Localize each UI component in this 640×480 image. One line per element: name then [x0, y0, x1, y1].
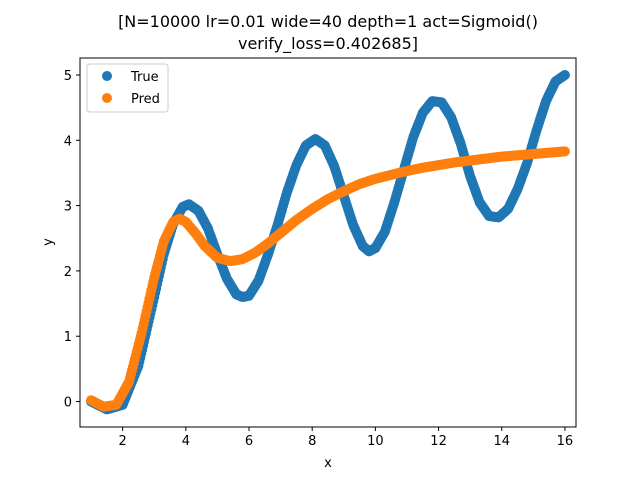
- y-tick-label: 2: [64, 265, 72, 280]
- chart-title: [N=10000 lr=0.01 wide=40 depth=1 act=Sig…: [118, 12, 538, 31]
- x-tick-label: 2: [119, 434, 127, 449]
- pred-point: [559, 146, 570, 157]
- x-tick-label: 6: [245, 434, 253, 449]
- legend-label-pred: Pred: [131, 92, 160, 107]
- y-tick-label: 5: [64, 69, 72, 84]
- y-tick-label: 0: [64, 396, 72, 411]
- y-tick-label: 1: [64, 330, 72, 345]
- x-tick-label: 10: [367, 434, 384, 449]
- y-tick-label: 4: [64, 134, 72, 149]
- y-tick-label: 3: [64, 200, 72, 215]
- x-tick-label: 12: [430, 434, 447, 449]
- chart-subtitle: verify_loss=0.402685]: [238, 34, 418, 54]
- x-tick-label: 8: [308, 434, 316, 449]
- true-series: [86, 69, 570, 415]
- legend: True Pred: [86, 63, 169, 113]
- x-axis-label: x: [324, 456, 332, 471]
- legend-label-true: True: [130, 70, 159, 85]
- y-axis: 0 1 2 3 4 5: [64, 69, 80, 411]
- pred-series: [86, 146, 570, 412]
- x-tick-label: 14: [493, 434, 510, 449]
- y-axis-label: y: [41, 238, 56, 246]
- true-point: [559, 69, 570, 80]
- axes-frame: [79, 57, 577, 428]
- x-tick-label: 16: [557, 434, 574, 449]
- plot-area: [86, 69, 570, 415]
- x-tick-label: 4: [182, 434, 190, 449]
- legend-marker-pred: [102, 93, 112, 103]
- legend-marker-true: [102, 71, 112, 81]
- x-axis: 2 4 6 8 10 12 14 16: [119, 427, 574, 449]
